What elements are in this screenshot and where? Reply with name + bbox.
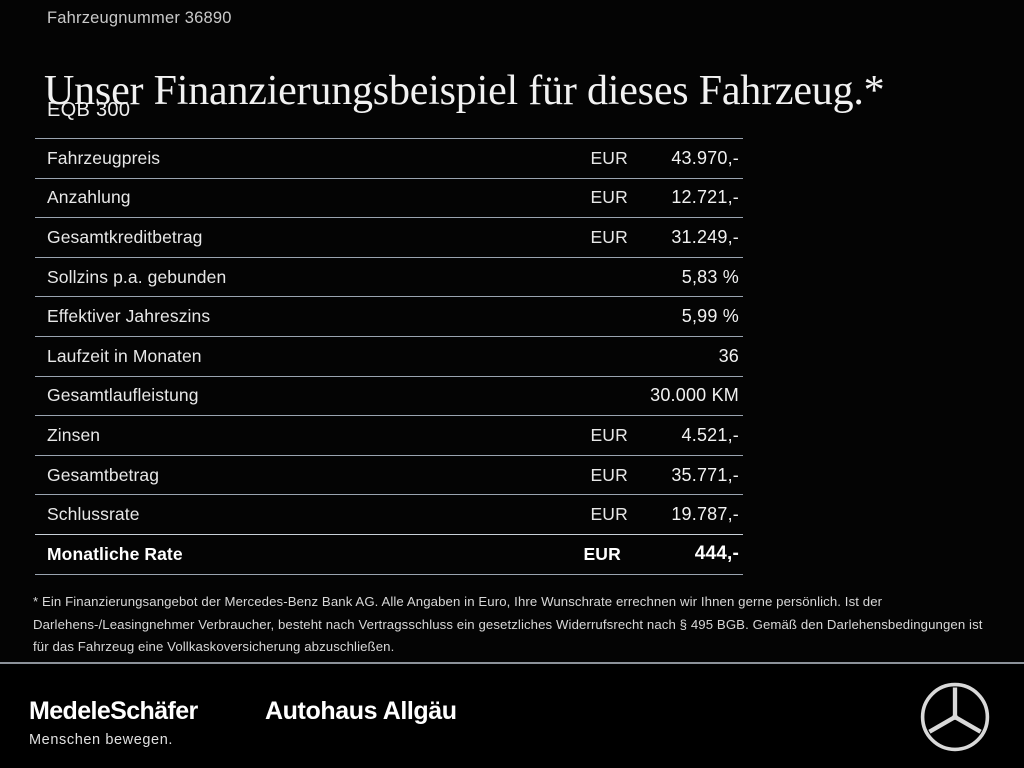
- row-label: Zinsen: [47, 424, 101, 445]
- table-row: Zinsen EUR 4.521,-: [35, 415, 743, 455]
- table-row: Laufzeit in Monaten 36: [35, 335, 743, 376]
- table-row: Fahrzeugpreis EUR 43.970,-: [35, 138, 743, 178]
- row-currency: EUR: [590, 464, 628, 485]
- table-row: Gesamtkreditbetrag EUR 31.249,-: [35, 217, 743, 257]
- table-row: Effektiver Jahreszins 5,99 %: [35, 296, 743, 336]
- row-value: 43.970,-: [671, 147, 739, 168]
- row-label: Monatliche Rate: [47, 543, 183, 564]
- row-value: 36: [718, 345, 739, 366]
- mercedes-star-icon: [919, 681, 991, 753]
- table-row: Anzahlung EUR 12.721,-: [35, 177, 743, 218]
- row-label: Gesamtbetrag: [47, 464, 160, 485]
- row-label: Laufzeit in Monaten: [47, 345, 202, 366]
- footnote-disclaimer: * Ein Finanzierungsangebot der Mercedes-…: [33, 594, 983, 655]
- row-label: Fahrzeugpreis: [47, 147, 161, 168]
- row-label: Gesamtkreditbetrag: [47, 226, 203, 247]
- row-label: Sollzins p.a. gebunden: [47, 266, 227, 287]
- table-row: Gesamtbetrag EUR 35.771,-: [35, 454, 743, 495]
- row-currency: EUR: [583, 543, 621, 564]
- row-value: 5,83 %: [681, 266, 739, 287]
- row-value: 444,-: [694, 543, 739, 565]
- row-label: Schlussrate: [47, 504, 140, 525]
- footer: MedeleSchäfer Menschen bewegen. Autohaus…: [0, 664, 1024, 768]
- row-label: Anzahlung: [47, 187, 131, 208]
- row-currency: EUR: [590, 187, 628, 208]
- row-label: Effektiver Jahreszins: [47, 306, 211, 327]
- table-row: Sollzins p.a. gebunden 5,83 %: [35, 256, 743, 297]
- vehicle-model-name: EQB 300: [47, 99, 131, 121]
- row-value: 30.000 KM: [650, 385, 739, 406]
- table-row: Monatliche Rate EUR 444,-: [35, 533, 743, 575]
- dealer-tagline: Menschen bewegen.: [29, 732, 174, 748]
- row-currency: EUR: [590, 424, 628, 445]
- table-row: Schlussrate EUR 19.787,-: [35, 494, 743, 534]
- row-value: 5,99 %: [681, 306, 739, 327]
- page-title: Unser Finanzierungsbeispiel für dieses F…: [44, 68, 885, 115]
- row-currency: EUR: [590, 504, 628, 525]
- dealer-second-name: Autohaus Allgäu: [265, 697, 457, 725]
- row-value: 4.521,-: [681, 424, 739, 445]
- dealer-name: MedeleSchäfer: [29, 697, 198, 725]
- row-currency: EUR: [590, 147, 628, 168]
- row-value: 19.787,-: [671, 504, 739, 525]
- row-label: Gesamtlaufleistung: [47, 385, 199, 406]
- footer-divider: [0, 662, 1024, 664]
- dealer-logo: MedeleSchäfer Menschen bewegen.: [29, 697, 198, 748]
- row-value: 31.249,-: [671, 226, 739, 247]
- row-value: 35.771,-: [671, 464, 739, 485]
- vehicle-number: Fahrzeugnummer 36890: [47, 9, 232, 27]
- finance-table: Fahrzeugpreis EUR 43.970,- Anzahlung EUR 12.7…: [35, 138, 743, 575]
- row-currency: EUR: [590, 226, 628, 247]
- table-row: Gesamtlaufleistung 30.000 KM: [35, 375, 743, 416]
- row-value: 12.721,-: [671, 187, 739, 208]
